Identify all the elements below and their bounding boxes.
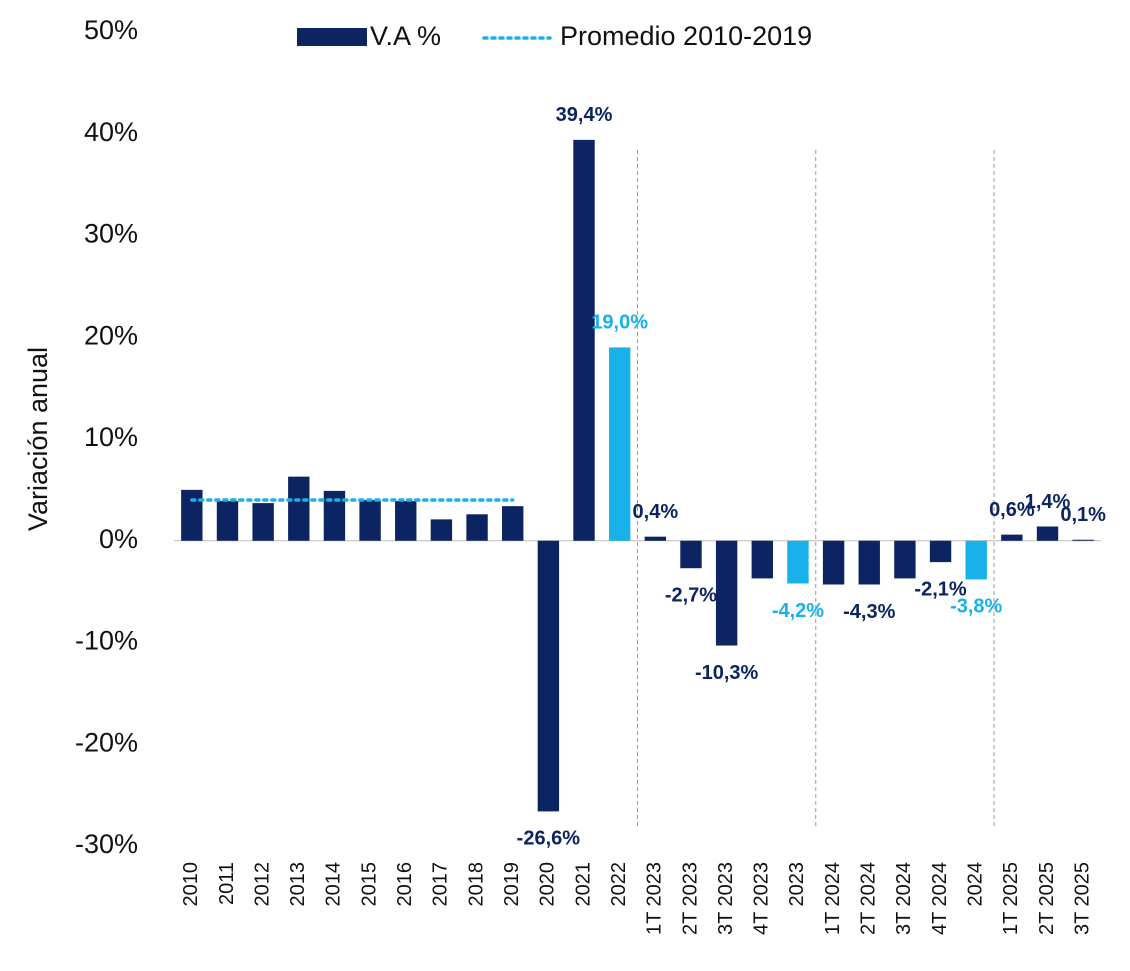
value-label: -2,1% xyxy=(914,578,966,600)
bar xyxy=(466,514,488,541)
x-tick-label: 2018 xyxy=(465,862,487,907)
x-tick-label: 2011 xyxy=(216,862,238,905)
y-tick-label: 40% xyxy=(84,117,138,147)
x-tick-label: 2021 xyxy=(572,862,594,907)
legend-label: Promedio 2010-2019 xyxy=(560,21,812,51)
x-tick-label: 3T 2024 xyxy=(893,862,915,935)
bar xyxy=(751,540,773,579)
y-tick-label: -10% xyxy=(75,626,138,656)
bar xyxy=(680,540,702,569)
bar xyxy=(395,501,417,541)
bar xyxy=(1036,526,1059,541)
x-tick-label: 2T 2024 xyxy=(858,862,880,935)
value-label: -26,6% xyxy=(517,828,581,850)
value-label: 0,4% xyxy=(633,501,679,523)
x-tick-label: 2016 xyxy=(394,862,416,907)
bar xyxy=(216,501,239,541)
y-tick-label: 30% xyxy=(84,219,138,249)
value-label: -4,2% xyxy=(772,600,824,622)
x-tick-label: 1T 2023 xyxy=(644,862,666,935)
x-tick-label: 3T 2025 xyxy=(1071,862,1093,935)
x-tick-label: 2010 xyxy=(180,862,202,907)
bar xyxy=(644,536,667,541)
value-label: 1,4% xyxy=(1025,491,1071,513)
x-tick-label: 4T 2023 xyxy=(751,862,773,935)
legend-swatch xyxy=(297,28,367,46)
x-tick-label: 2017 xyxy=(430,862,452,907)
bar xyxy=(894,540,916,579)
y-tick-label: -30% xyxy=(75,829,138,859)
y-tick-label: -20% xyxy=(75,727,138,757)
bar xyxy=(502,506,524,541)
bar xyxy=(288,476,310,541)
x-tick-label: 2014 xyxy=(323,862,345,907)
x-tick-label: 1T 2025 xyxy=(1000,862,1022,935)
bar xyxy=(537,540,560,812)
value-label: 0,1% xyxy=(1060,504,1106,526)
x-tick-label: 2019 xyxy=(501,862,523,907)
bar xyxy=(608,347,631,541)
y-tick-label: 50% xyxy=(84,15,138,45)
x-tick-label: 2013 xyxy=(287,862,309,907)
x-tick-label: 3T 2023 xyxy=(715,862,737,935)
bar xyxy=(181,489,203,541)
bar xyxy=(252,503,274,541)
bar xyxy=(1001,534,1023,541)
value-label: -2,7% xyxy=(665,585,717,607)
bar xyxy=(965,540,987,580)
value-label: 39,4% xyxy=(556,104,613,126)
x-tick-label: 2024 xyxy=(964,862,986,907)
x-tick-label: 1T 2024 xyxy=(822,862,844,935)
bar xyxy=(573,139,595,541)
bar xyxy=(822,540,845,585)
legend-label: V.A % xyxy=(370,21,441,51)
value-label: 19,0% xyxy=(591,312,648,334)
y-tick-label: 10% xyxy=(84,422,138,452)
x-tick-label: 2T 2025 xyxy=(1036,862,1058,935)
value-label: -4,3% xyxy=(843,601,895,623)
x-tick-label: 2022 xyxy=(608,862,630,907)
bar xyxy=(1072,539,1094,541)
x-tick-label: 2020 xyxy=(537,862,559,907)
bar xyxy=(323,490,346,541)
bar xyxy=(359,500,381,541)
x-tick-label: 2023 xyxy=(786,862,808,907)
value-label: -10,3% xyxy=(695,662,759,684)
y-tick-label: 0% xyxy=(99,524,138,554)
bar xyxy=(430,519,453,541)
y-tick-label: 20% xyxy=(84,320,138,350)
x-tick-label: 2012 xyxy=(251,862,273,907)
x-tick-label: 2015 xyxy=(358,862,380,907)
x-tick-label: 2T 2023 xyxy=(679,862,701,935)
bar xyxy=(715,540,738,646)
bar xyxy=(858,540,880,585)
x-tick-label: 4T 2024 xyxy=(929,862,951,935)
bar xyxy=(787,540,809,584)
value-label: -3,8% xyxy=(950,596,1002,618)
bar xyxy=(929,540,952,563)
value-label: 0,6% xyxy=(989,499,1035,521)
y-axis-title: Variación anual xyxy=(23,347,53,531)
